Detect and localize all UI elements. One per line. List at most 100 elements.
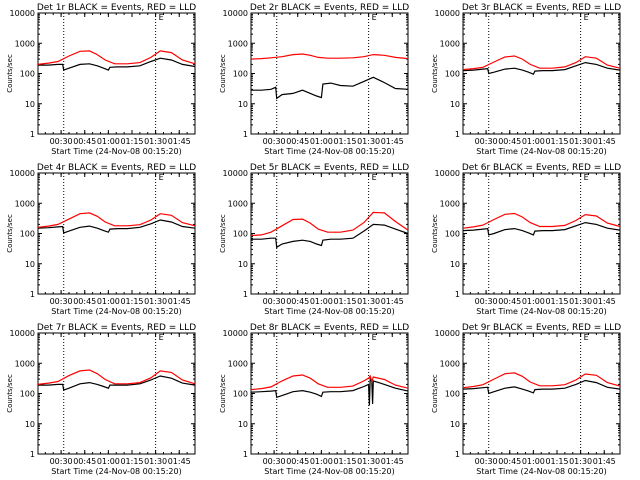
y-tick-label: 100 [233, 70, 248, 79]
x-axis-label: Start Time (24-Nov-08 00:15:20) [51, 147, 181, 156]
y-axis-label: Counts/sec [431, 214, 439, 253]
x-tick-label: 01:30 [144, 297, 167, 306]
panel-title: Det 9r BLACK = Events, RED = LLD [462, 323, 621, 333]
y-tick-label: 1 [455, 290, 460, 299]
y-tick-label: 10 [25, 420, 35, 429]
x-tick-label: 01:45 [381, 137, 404, 146]
x-tick-label: 00:45 [73, 297, 96, 306]
y-tick-label: 100 [445, 70, 460, 79]
y-axis-label: Counts/sec [219, 54, 227, 93]
x-tick-label: 01:15 [120, 297, 143, 306]
panel-title: Det 5r BLACK = Events, RED = LLD [250, 163, 409, 173]
y-tick-label: 100 [445, 230, 460, 239]
events-series-line [251, 223, 409, 249]
y-tick-label: 10 [25, 260, 35, 269]
y-tick-label: 1 [455, 450, 460, 459]
y-tick-label: 100 [20, 230, 35, 239]
y-tick-label: 1 [243, 450, 248, 459]
lld-series-line [462, 55, 621, 71]
x-tick-label: 01:00 [97, 137, 120, 146]
x-tick-label: 01:15 [545, 137, 568, 146]
x-tick-label: 00:45 [73, 137, 96, 146]
lld-series-line [462, 212, 621, 229]
x-tick-label: 00:45 [286, 297, 309, 306]
y-tick-label: 10 [238, 420, 248, 429]
y-tick-label: 100 [233, 390, 248, 399]
x-tick-label: 01:30 [569, 297, 592, 306]
y-tick-label: 100 [445, 390, 460, 399]
y-tick-label: 10 [450, 260, 460, 269]
y-tick-label: 1 [243, 130, 248, 139]
x-tick-label: 01:30 [357, 297, 380, 306]
x-tick-label: 01:00 [310, 137, 333, 146]
y-tick-label: 10000 [10, 329, 35, 338]
events-series-line [462, 379, 621, 395]
x-tick-label: 00:45 [286, 457, 309, 466]
x-axis-label: Start Time (24-Nov-08 00:15:20) [264, 307, 394, 316]
y-axis-label: Counts/sec [219, 214, 227, 253]
y-tick-label: 100 [233, 230, 248, 239]
plot-frame [37, 332, 196, 455]
x-tick-label: 01:15 [333, 137, 356, 146]
lld-series-line [37, 212, 196, 228]
y-tick-label: 1 [30, 290, 35, 299]
detector-panel: Det 8r BLACK = Events, RED = LLD 1 10 100 10… [219, 323, 409, 476]
x-tick-label: 00:45 [498, 457, 521, 466]
panel-title: Det 1r BLACK = Events, RED = LLD [37, 3, 196, 13]
event-marker-label: E [372, 173, 377, 182]
x-tick-label: 01:15 [545, 297, 568, 306]
events-series-line [38, 57, 196, 71]
detector-panel: Det 5r BLACK = Events, RED = LLD 1 10 100 10… [219, 163, 409, 316]
plot-frame [462, 12, 621, 135]
detector-panel: Det 2r BLACK = Events, RED = LLD 1 10 100 10… [219, 3, 409, 156]
panel-title: Det 8r BLACK = Events, RED = LLD [250, 323, 409, 333]
x-tick-label: 01:15 [120, 457, 143, 466]
x-tick-label: 01:45 [381, 457, 404, 466]
x-tick-label: 01:45 [593, 457, 616, 466]
y-tick-label: 10000 [223, 9, 248, 18]
x-tick-label: 01:30 [569, 457, 592, 466]
x-tick-label: 01:45 [168, 137, 191, 146]
x-tick-label: 00:30 [475, 297, 498, 306]
panel-title: Det 7r BLACK = Events, RED = LLD [37, 323, 196, 333]
lld-series-line [37, 50, 196, 65]
lld-series-line [250, 374, 409, 391]
x-tick-label: 01:30 [569, 137, 592, 146]
x-tick-label: 01:00 [310, 457, 333, 466]
x-tick-label: 00:30 [263, 137, 286, 146]
x-axis-label: Start Time (24-Nov-08 00:15:20) [51, 467, 181, 476]
y-axis-label: Counts/sec [6, 374, 14, 413]
y-tick-label: 1000 [440, 359, 460, 368]
y-tick-label: 10 [450, 420, 460, 429]
events-series-line [250, 377, 409, 406]
y-tick-label: 10000 [10, 169, 35, 178]
x-axis-label: Start Time (24-Nov-08 00:15:20) [51, 307, 181, 316]
events-series-line [37, 219, 196, 234]
detector-panel: Det 7r BLACK = Events, RED = LLD 1 10 100 10… [6, 323, 196, 476]
x-tick-label: 01:45 [168, 457, 191, 466]
y-tick-label: 1000 [440, 199, 460, 208]
x-tick-label: 01:30 [144, 457, 167, 466]
x-tick-label: 01:45 [168, 297, 191, 306]
x-axis-label: Start Time (24-Nov-08 00:15:20) [476, 307, 606, 316]
lld-series-line [250, 211, 409, 237]
x-tick-label: 00:45 [498, 137, 521, 146]
event-marker-label: E [159, 333, 164, 342]
y-axis-label: Counts/sec [219, 374, 227, 413]
x-tick-label: 01:00 [97, 457, 120, 466]
x-tick-label: 01:00 [522, 457, 545, 466]
event-marker-label: E [159, 13, 164, 22]
x-tick-label: 00:30 [475, 457, 498, 466]
y-tick-label: 1000 [15, 39, 35, 48]
plot-frame [37, 12, 196, 135]
x-tick-label: 01:00 [310, 297, 333, 306]
detector-panel: Det 4r BLACK = Events, RED = LLD 1 10 100 10… [6, 163, 196, 316]
event-marker-label: E [584, 333, 589, 342]
x-tick-label: 01:15 [333, 297, 356, 306]
y-tick-label: 10 [450, 100, 460, 109]
panel-title: Det 2r BLACK = Events, RED = LLD [250, 3, 409, 13]
x-tick-label: 00:30 [263, 457, 286, 466]
y-tick-label: 1000 [440, 39, 460, 48]
y-tick-label: 1000 [15, 359, 35, 368]
